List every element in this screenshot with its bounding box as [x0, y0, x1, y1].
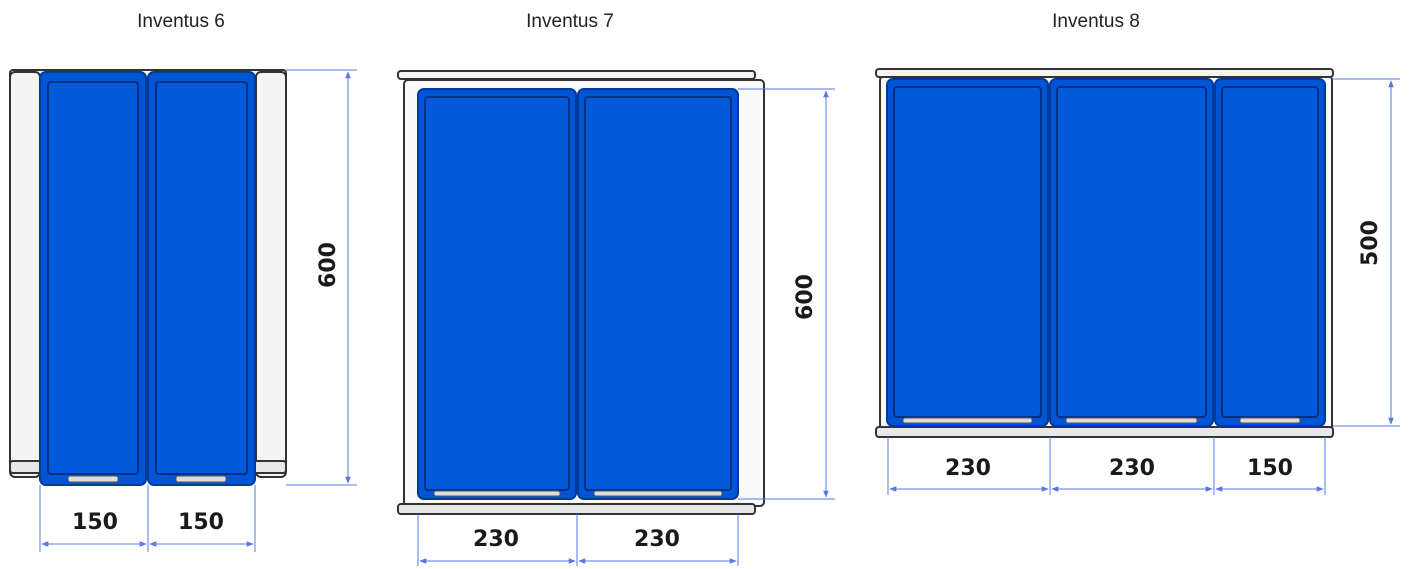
dimension-lines: [39, 69, 357, 552]
unit-inventus-8: Inventus 8: [875, 11, 1400, 495]
width-label: 230: [473, 527, 519, 552]
unit-title: Inventus 6: [137, 11, 225, 32]
frame-top-rail: [875, 68, 1334, 78]
width-label: 150: [178, 510, 224, 535]
dimension-lines: [417, 88, 835, 566]
unit-title: Inventus 8: [1052, 11, 1140, 32]
width-label: 230: [945, 456, 991, 481]
width-label: 150: [72, 510, 118, 535]
bin: [417, 88, 577, 500]
unit-inventus-7: Inventus 7 230 230 600: [397, 11, 835, 566]
height-label: 600: [316, 242, 341, 288]
frame-bottom-rail: [397, 503, 756, 515]
width-label: 150: [1247, 456, 1293, 481]
frame-left-side: [9, 71, 41, 478]
width-label: 230: [634, 527, 680, 552]
unit-inventus-6: Inventus 6: [9, 11, 357, 552]
bin: [577, 88, 739, 500]
dimension-lines: [887, 78, 1400, 495]
unit-title: Inventus 7: [526, 11, 614, 32]
bin: [1049, 78, 1214, 427]
frame-left-rail: [9, 460, 45, 474]
frame-right-rail: [251, 460, 287, 474]
bin: [39, 71, 147, 486]
frame-top-rail: [397, 70, 756, 80]
bin: [147, 71, 256, 486]
bin: [1214, 78, 1326, 427]
bin: [886, 78, 1049, 427]
frame-right-side: [255, 71, 287, 478]
height-label: 600: [793, 274, 818, 320]
width-label: 230: [1109, 456, 1155, 481]
height-label: 500: [1358, 220, 1383, 266]
frame-bottom-rail: [875, 426, 1334, 438]
